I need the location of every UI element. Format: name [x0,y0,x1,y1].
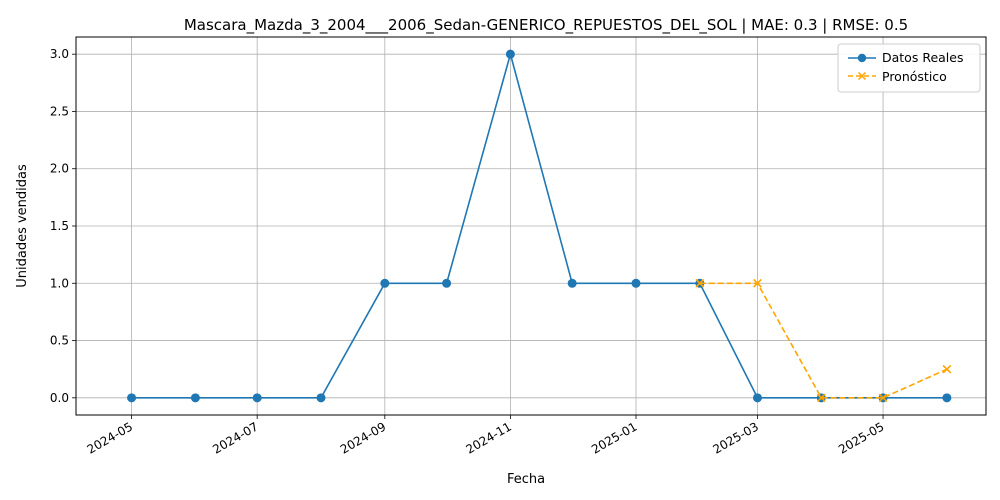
data-point-datos-reales [380,278,390,288]
data-point-datos-reales [127,393,137,403]
y-tick-label: 0.5 [50,334,69,348]
y-tick-label: 2.5 [50,104,69,118]
legend-box [837,43,981,93]
y-tick-label: 1.5 [50,219,69,233]
y-tick-label: 1.0 [50,276,69,290]
y-tick-label: 0.0 [50,391,69,405]
data-point-datos-reales [567,278,577,288]
legend-label-datos-reales: Datos Reales [882,50,963,65]
data-point-pronostico [695,278,705,288]
chart-title: Mascara_Mazda_3_2004___2006_Sedan-GENERI… [184,16,908,35]
data-point-pronostico [878,393,888,403]
x-axis-label: Fecha [507,472,545,487]
data-point-datos-reales [190,393,200,403]
data-point-datos-reales [252,393,262,403]
legend-marker-datos-reales [857,53,867,63]
legend: Datos Reales Pronóstico [837,43,981,93]
data-point-datos-reales [942,393,952,403]
data-point-pronostico [942,364,952,374]
data-point-datos-reales [631,278,641,288]
y-axis-label: Unidades vendidas [15,164,30,288]
data-point-datos-reales [505,49,515,59]
series-line-datos-reales [131,51,947,399]
series-layer [127,49,952,403]
legend-marker-pronostico [857,71,867,81]
data-point-pronostico [816,393,826,403]
data-point-pronostico [753,278,762,288]
data-point-datos-reales [442,278,452,288]
y-tick-label: 2.0 [50,162,69,176]
y-tick-label: 3.0 [50,47,69,61]
data-point-datos-reales [316,393,326,403]
series-line-pronostico [699,282,948,399]
data-point-datos-reales [752,393,762,403]
legend-label-pronostico: Pronóstico [882,69,947,84]
